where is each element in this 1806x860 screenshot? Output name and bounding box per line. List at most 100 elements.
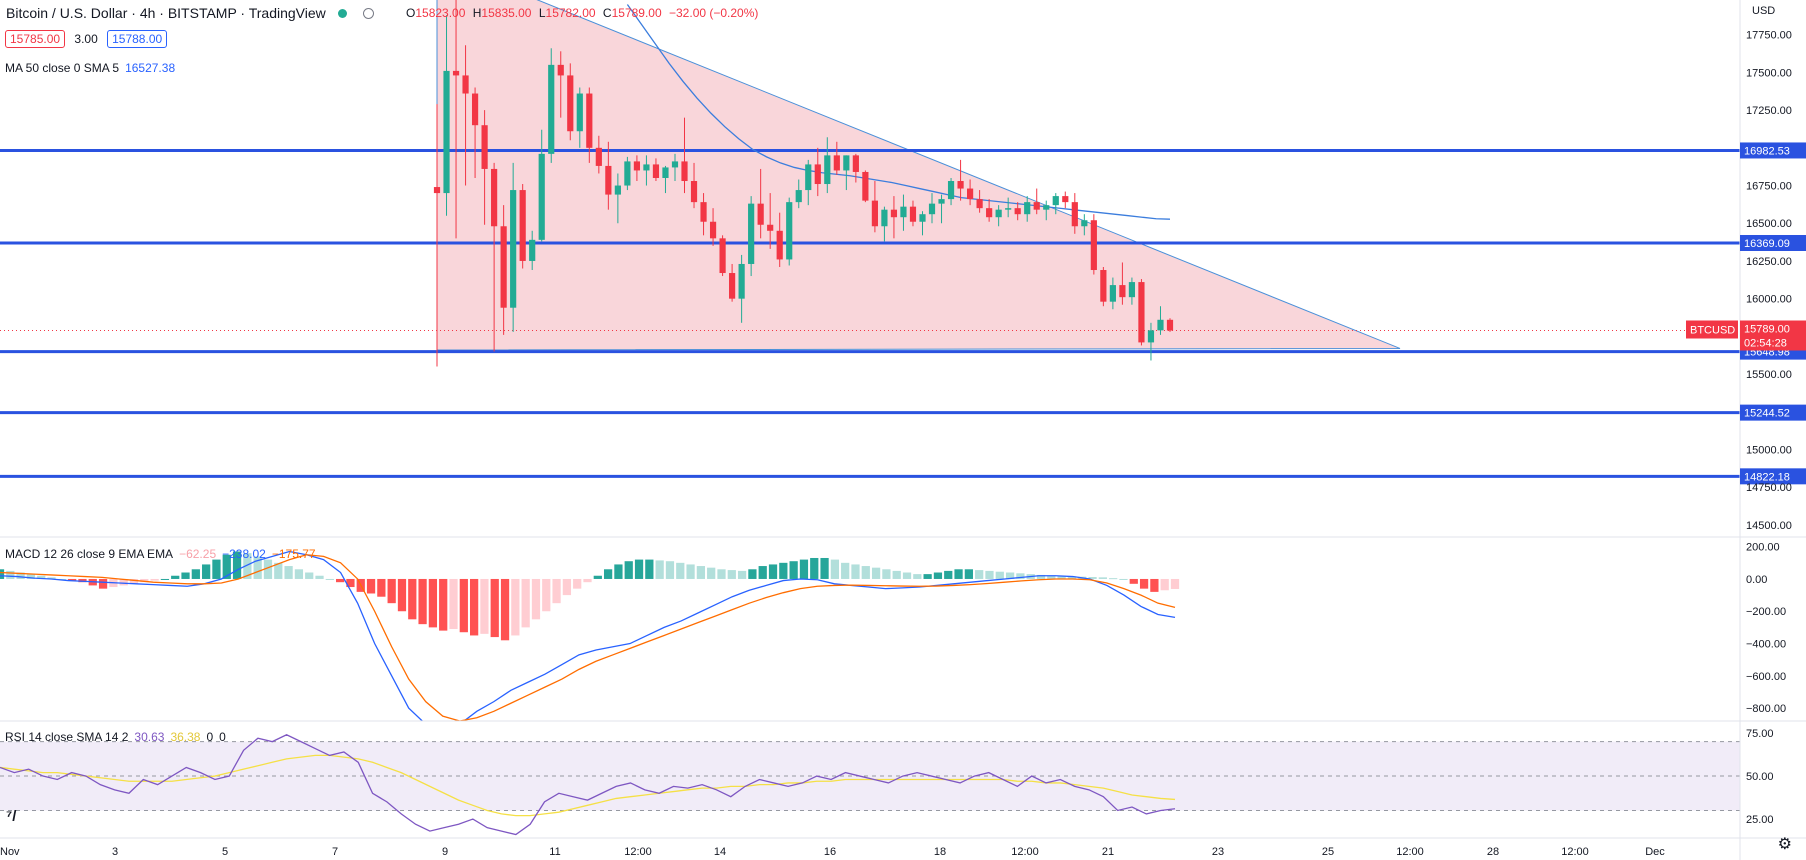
macd-histogram-bar — [1057, 576, 1066, 579]
time-axis-tick: 21 — [1102, 846, 1114, 858]
macd-histogram-bar — [676, 562, 685, 579]
candle-body — [824, 155, 831, 185]
macd-histogram-bar — [1109, 578, 1118, 580]
macd-histogram-bar — [212, 559, 221, 579]
macd-histogram-bar — [944, 570, 953, 579]
rsi-line — [0, 734, 1176, 836]
macd-histogram-bar — [696, 566, 705, 579]
time-axis-tick: 11 — [549, 846, 560, 858]
macd-histogram-bar — [397, 578, 407, 612]
rsi-ma-line — [0, 754, 1176, 817]
time-axis-tick: 5 — [222, 846, 228, 858]
macd-histogram-bar — [68, 578, 77, 581]
macd-histogram-bar — [6, 570, 15, 579]
macd-histogram-bar — [490, 578, 499, 638]
macd-histogram-bar — [603, 569, 613, 579]
candle-body — [871, 200, 878, 227]
rsi-ma-value: 36.38 — [170, 730, 201, 744]
macd-histogram-bar — [727, 570, 736, 579]
settings-gear-icon[interactable]: ⚙ — [1777, 836, 1792, 853]
candle-body — [481, 125, 488, 169]
macd-histogram-bar — [284, 566, 293, 579]
macd-histogram-bar — [789, 561, 798, 579]
candle-body — [652, 164, 660, 178]
ma-label: MA 50 close 0 SMA 5 — [5, 61, 120, 75]
time-axis-tick: 12:00 — [1396, 846, 1424, 858]
time-axis-tick: 16 — [824, 846, 836, 858]
visibility-eye-icon[interactable] — [362, 8, 374, 19]
macd-histogram-bar — [408, 578, 417, 620]
rsi-title: RSI 14 close SMA 14 2 — [5, 730, 129, 744]
candle-body — [1062, 196, 1069, 203]
macd-histogram-bar — [861, 566, 870, 579]
rsi-legend[interactable]: RSI 14 close SMA 14 2 30.63 36.38 0 0 — [5, 730, 232, 744]
price-axis-tick: 15500.00 — [1746, 369, 1792, 381]
macd-axis-tick: 0.00 — [1746, 574, 1767, 586]
macd-histogram-bar — [140, 578, 149, 583]
macd-histogram-bar — [232, 551, 242, 579]
ma-legend[interactable]: MA 50 close 0 SMA 5 16527.38 — [5, 61, 181, 75]
macd-histogram-bar — [511, 578, 520, 636]
macd-histogram-bar — [26, 574, 36, 579]
candle-body — [586, 93, 593, 148]
macd-histogram-bar — [624, 561, 633, 579]
candle-body — [843, 155, 850, 171]
macd-histogram-bar — [119, 578, 128, 586]
macd-histogram-bar — [470, 578, 479, 636]
macd-histogram-bar — [954, 569, 963, 579]
macd-histogram-bar — [882, 569, 891, 579]
candle-body — [452, 70, 460, 76]
candle-body — [662, 167, 669, 178]
ohlc-low: 15782.00 — [545, 6, 596, 20]
candle-body — [633, 161, 641, 171]
macd-histogram-bar — [737, 570, 747, 579]
macd-histogram-bar — [366, 578, 376, 594]
macd-histogram-bar — [748, 569, 757, 579]
bid-price[interactable]: 15785.00 — [5, 30, 66, 48]
candle-body — [719, 238, 726, 274]
macd-histogram-bar — [150, 578, 159, 581]
macd-histogram-bar — [985, 570, 994, 579]
candle-body — [690, 181, 698, 203]
candle-body — [557, 64, 564, 76]
candle-body — [757, 203, 764, 225]
macd-histogram-bar — [634, 559, 644, 579]
symbol-legend[interactable]: Bitcoin / U.S. Dollar · 4h · BITSTAMP · … — [6, 5, 380, 21]
candle-body — [1138, 282, 1145, 343]
macd-pane — [0, 550, 1180, 721]
level-price-label-bg — [1740, 468, 1806, 485]
candle-body — [928, 203, 936, 215]
macd-axis-tick: −200.00 — [1746, 606, 1786, 618]
candle-body — [919, 214, 926, 222]
macd-histogram-bar — [995, 571, 1004, 579]
macd-histogram-bar — [614, 564, 623, 579]
macd-histogram-bar — [336, 578, 345, 583]
candle-body — [433, 187, 441, 194]
macd-histogram-bar — [202, 564, 211, 579]
last-price-label-bg — [1740, 320, 1806, 351]
macd-title: MACD 12 26 close 9 EMA EMA — [5, 547, 174, 561]
candle-body — [1043, 205, 1050, 210]
level-price-label: 16982.53 — [1744, 145, 1790, 157]
candle-body — [1024, 202, 1031, 215]
macd-histogram-bar — [0, 569, 5, 579]
macd-histogram-bar — [16, 572, 25, 579]
macd-legend[interactable]: MACD 12 26 close 9 EMA EMA −62.25 −238.02−… — [5, 547, 322, 561]
macd-histogram-bar — [841, 562, 850, 579]
candle-body — [1166, 319, 1174, 331]
macd-histogram-bar — [98, 578, 108, 589]
candle-body — [805, 164, 812, 191]
macd-histogram-bar — [181, 572, 190, 579]
candle-body — [1033, 202, 1040, 210]
tradingview-logo-icon[interactable]: ⁷/ — [6, 808, 17, 825]
price-axis-tick: 17500.00 — [1746, 67, 1792, 79]
level-price-label-bg — [1740, 142, 1806, 159]
ask-price[interactable]: 15788.00 — [107, 30, 168, 48]
candle-body — [529, 239, 536, 261]
time-axis-tick: 12:00 — [624, 846, 652, 858]
candle-body — [567, 75, 574, 132]
macd-histogram-bar — [655, 560, 664, 579]
candle-body — [643, 164, 650, 171]
